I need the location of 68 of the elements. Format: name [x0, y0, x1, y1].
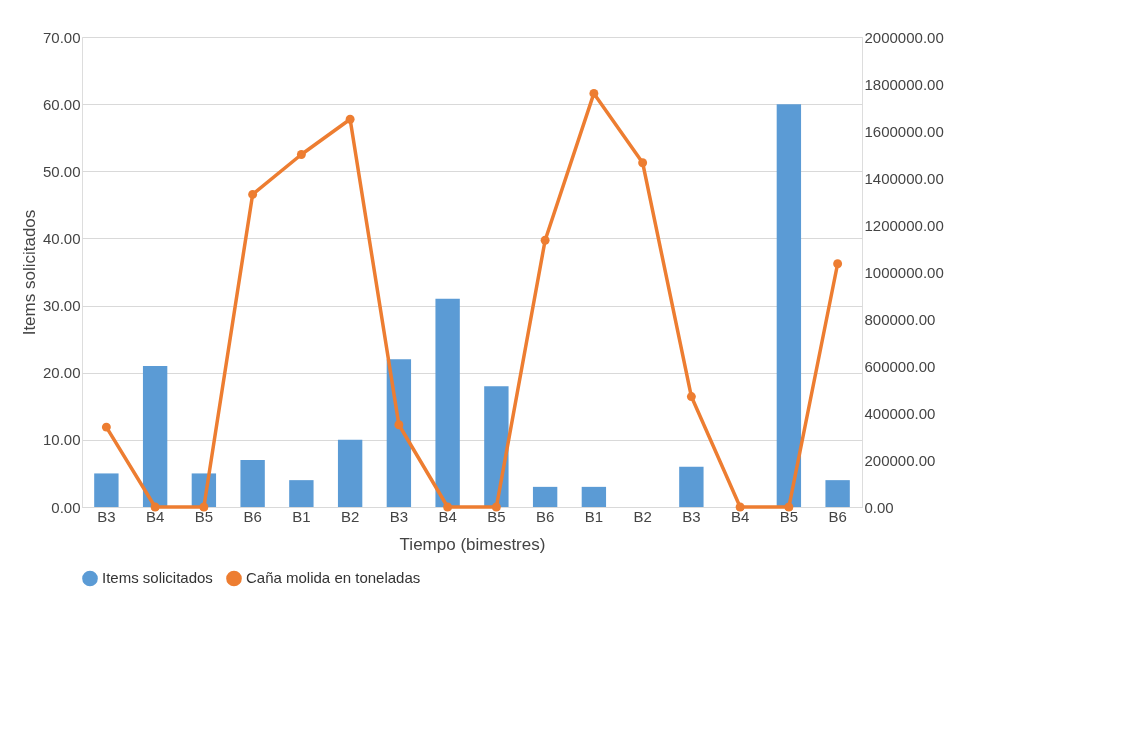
- bar: [337, 439, 363, 507]
- x-tick-label: B4: [145, 507, 165, 525]
- y2-tick-label: 1800000.00: [864, 75, 944, 93]
- x-tick-label: B2: [633, 507, 652, 525]
- point: [248, 189, 258, 199]
- bar: [386, 359, 412, 507]
- y2-tick-label: 1400000.00: [864, 169, 944, 187]
- x-tick-label: B5: [487, 507, 506, 525]
- x-tick-label: B2: [340, 507, 360, 525]
- x-tick-label: B6: [828, 507, 847, 525]
- y-tick-label: 50.00: [42, 162, 81, 180]
- bar: [289, 480, 314, 507]
- y-tick-label: 60.00: [42, 95, 81, 113]
- point: [589, 88, 599, 98]
- y2-tick-label: 1600000.00: [864, 122, 944, 140]
- bar: [825, 480, 850, 507]
- x-tick-label: B3: [682, 507, 701, 525]
- point: [638, 158, 648, 168]
- x-tick-label: B1: [584, 507, 604, 525]
- point: [686, 392, 696, 402]
- point: [443, 502, 453, 512]
- y2-tick-label: 0.00: [864, 498, 894, 516]
- legend-label: Caña molida en toneladas: [246, 569, 421, 587]
- y2-tick-label: 600000.00: [864, 357, 936, 375]
- point: [540, 235, 550, 245]
- x-tick-label: B4: [438, 507, 457, 525]
- y2-tick-label: 400000.00: [864, 404, 936, 422]
- x-tick-label: B1: [292, 507, 311, 525]
- bar: [94, 473, 119, 507]
- point: [784, 502, 794, 512]
- x-tick-label: B3: [389, 507, 409, 525]
- legend-label: Items solicitados: [102, 569, 213, 587]
- point: [199, 502, 209, 512]
- x-axis-title: Tiempo (bimestres): [399, 534, 546, 554]
- x-tick-label: B3: [97, 507, 116, 525]
- y-tick-label: 10.00: [42, 431, 81, 449]
- bar: [532, 486, 558, 507]
- y2-tick-label: 200000.00: [864, 451, 936, 469]
- point: [394, 420, 404, 430]
- point: [735, 502, 745, 512]
- x-tick-label: B6: [535, 507, 555, 525]
- y2-tick-label: 800000.00: [864, 310, 936, 328]
- bar: [240, 460, 265, 507]
- point: [101, 422, 111, 432]
- y-tick-label: 0.00: [51, 498, 81, 516]
- point: [491, 502, 501, 512]
- y-tick-label: 20.00: [42, 364, 81, 382]
- y2-tick-label: 1000000.00: [864, 263, 944, 281]
- y-tick-label: 30.00: [42, 297, 81, 315]
- x-tick-label: B4: [730, 507, 750, 525]
- bar: [484, 386, 509, 507]
- bar: [435, 298, 460, 507]
- x-tick-label: B6: [243, 507, 262, 525]
- y-axis-title: Items solicitados: [19, 209, 39, 336]
- y2-tick-label: 1200000.00: [864, 216, 944, 234]
- point: [833, 259, 843, 269]
- point: [150, 502, 160, 512]
- x-tick-label: B5: [194, 507, 214, 525]
- x-tick-label: B5: [779, 507, 799, 525]
- bar: [776, 104, 802, 507]
- y-tick-label: 70.00: [42, 28, 81, 46]
- point: [345, 114, 355, 124]
- y-tick-label: 40.00: [42, 229, 81, 247]
- bar: [679, 466, 704, 507]
- bar: [581, 486, 607, 507]
- y2-tick-label: 2000000.00: [864, 28, 944, 46]
- point: [296, 150, 306, 159]
- bar: [142, 366, 168, 507]
